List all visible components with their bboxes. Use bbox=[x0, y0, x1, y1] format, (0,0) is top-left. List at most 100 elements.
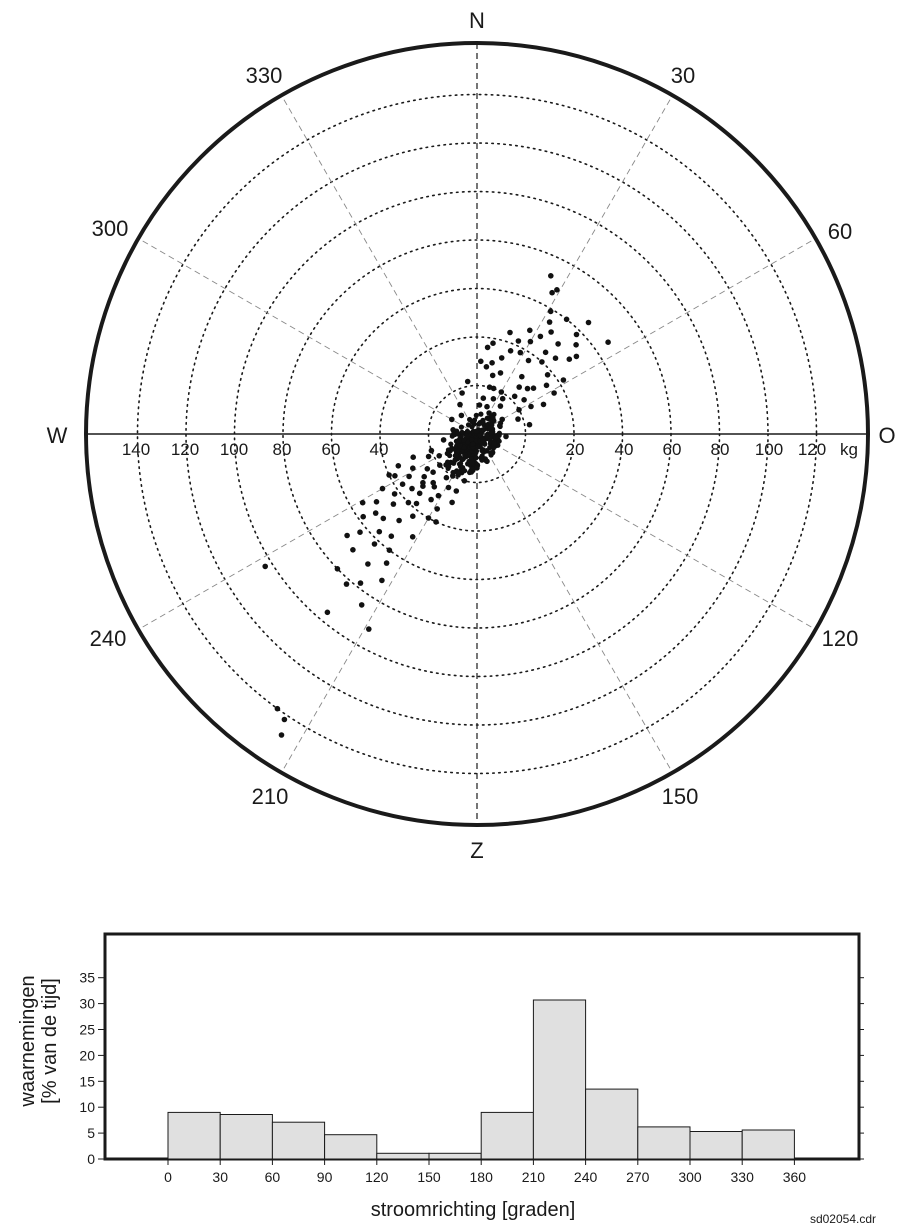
angle-label-330: 330 bbox=[246, 63, 283, 88]
polar-point bbox=[470, 466, 476, 472]
polar-point bbox=[443, 474, 450, 481]
histogram-x-axis: 0 30 60 90 120 150 180 210 240 270 300 330 360 bbox=[164, 1159, 806, 1185]
x-tick-label: 60 bbox=[265, 1169, 281, 1185]
polar-point bbox=[573, 353, 580, 360]
x-tick-label: 120 bbox=[365, 1169, 389, 1185]
polar-point bbox=[453, 488, 460, 494]
polar-point bbox=[410, 454, 417, 461]
polar-point bbox=[410, 465, 416, 472]
polar-point bbox=[373, 499, 380, 505]
polar-point bbox=[525, 357, 532, 364]
polar-point bbox=[406, 473, 412, 480]
polar-point bbox=[484, 458, 490, 465]
polar-point bbox=[517, 349, 524, 356]
polar-point bbox=[497, 422, 503, 429]
radial-tick-label: 40 bbox=[615, 440, 634, 459]
polar-point bbox=[461, 478, 468, 484]
polar-point bbox=[424, 466, 431, 472]
y-tick-label: 30 bbox=[79, 996, 95, 1012]
polar-point bbox=[488, 429, 494, 435]
polar-point bbox=[409, 534, 416, 540]
polar-spoke bbox=[138, 433, 478, 630]
histogram-y-axis-title-line1: waarnemingen bbox=[17, 975, 39, 1107]
polar-point bbox=[497, 370, 504, 376]
polar-point bbox=[409, 485, 415, 492]
polar-point bbox=[491, 411, 497, 417]
polar-point bbox=[431, 484, 438, 490]
polar-point bbox=[474, 465, 480, 471]
polar-point bbox=[528, 403, 534, 410]
polar-point bbox=[499, 416, 506, 423]
polar-point bbox=[274, 705, 281, 712]
x-tick-label: 210 bbox=[522, 1169, 546, 1185]
polar-spoke bbox=[138, 238, 478, 435]
polar-point bbox=[395, 463, 402, 469]
polar-point bbox=[425, 515, 432, 521]
polar-point bbox=[413, 500, 420, 507]
y-tick-label: 20 bbox=[79, 1047, 95, 1063]
polar-points bbox=[262, 273, 611, 738]
polar-point bbox=[497, 403, 504, 409]
polar-point bbox=[486, 384, 493, 391]
polar-point bbox=[344, 532, 350, 539]
polar-point bbox=[430, 469, 436, 476]
polar-point bbox=[546, 319, 553, 325]
histogram-bar bbox=[741, 1129, 795, 1160]
polar-point bbox=[484, 433, 490, 440]
polar-point bbox=[549, 289, 555, 296]
polar-spoke bbox=[281, 433, 478, 773]
polar-point bbox=[425, 453, 432, 460]
y-tick-label: 25 bbox=[79, 1022, 95, 1038]
polar-point bbox=[544, 372, 551, 378]
polar-point bbox=[281, 716, 288, 723]
polar-point bbox=[548, 329, 554, 335]
polar-point bbox=[498, 355, 505, 361]
polar-point bbox=[379, 485, 386, 492]
polar-point bbox=[444, 450, 450, 457]
polar-spoke bbox=[281, 95, 478, 435]
polar-point bbox=[457, 443, 463, 449]
x-tick-label: 300 bbox=[678, 1169, 702, 1185]
compass-west-label: W bbox=[47, 423, 68, 448]
polar-point bbox=[483, 448, 490, 454]
x-tick-label: 0 bbox=[164, 1169, 172, 1185]
polar-point bbox=[437, 462, 443, 469]
polar-point bbox=[548, 273, 554, 279]
histogram-bar bbox=[428, 1152, 482, 1160]
polar-point bbox=[484, 344, 491, 351]
radial-ticks-west: 140 120 100 80 60 40 bbox=[122, 440, 389, 459]
radial-tick-label: 120 bbox=[798, 440, 826, 459]
histogram-bar bbox=[167, 1111, 221, 1160]
x-tick-label: 30 bbox=[212, 1169, 228, 1185]
radial-tick-label: 140 bbox=[122, 440, 150, 459]
polar-point bbox=[526, 421, 533, 428]
polar-point bbox=[359, 499, 366, 506]
polar-point bbox=[478, 358, 484, 365]
polar-point bbox=[479, 448, 485, 454]
x-tick-label: 90 bbox=[317, 1169, 333, 1185]
angle-label-60: 60 bbox=[828, 219, 852, 244]
polar-point bbox=[489, 360, 495, 366]
y-tick-label: 35 bbox=[79, 970, 95, 986]
y-tick-label: 10 bbox=[79, 1099, 95, 1115]
polar-point bbox=[543, 382, 550, 389]
radial-tick-label: 80 bbox=[711, 440, 730, 459]
polar-point bbox=[480, 427, 486, 433]
polar-point bbox=[454, 449, 461, 455]
polar-point bbox=[469, 459, 475, 466]
polar-point bbox=[428, 496, 434, 503]
polar-point bbox=[399, 481, 406, 488]
polar-point bbox=[455, 470, 462, 477]
polar-point bbox=[493, 434, 499, 441]
polar-point bbox=[455, 431, 461, 437]
polar-point bbox=[480, 395, 487, 402]
polar-spoke bbox=[476, 433, 673, 773]
polar-point bbox=[555, 341, 561, 347]
polar-point bbox=[552, 355, 559, 362]
polar-point bbox=[516, 407, 522, 413]
polar-point bbox=[515, 338, 522, 344]
polar-point bbox=[443, 462, 449, 468]
polar-point bbox=[380, 515, 387, 522]
polar-point bbox=[483, 364, 490, 370]
